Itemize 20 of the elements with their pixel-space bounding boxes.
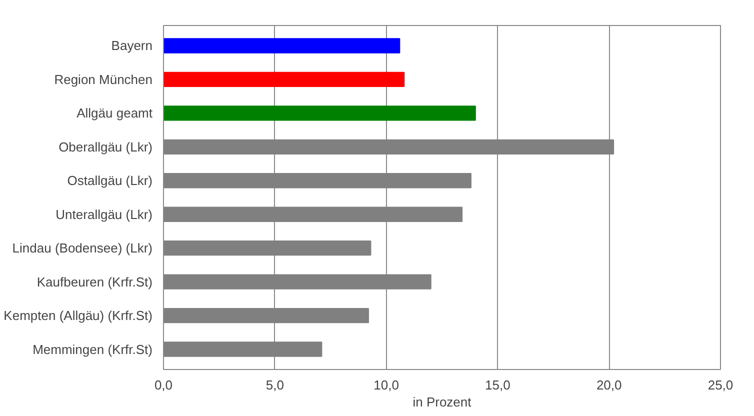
x-tick-label: 5,0 xyxy=(266,378,284,392)
x-tick-label: 15,0 xyxy=(485,378,510,392)
x-tick-label: 25,0 xyxy=(708,378,734,392)
bar xyxy=(164,38,400,54)
y-tick-label: Region München xyxy=(54,72,153,87)
y-tick-label: Bayern xyxy=(111,38,153,54)
x-tick-label: 10,0 xyxy=(374,378,399,392)
y-tick-label: Kempten (Allgäu) (Krfr.St) xyxy=(4,308,152,324)
y-tick-label: Ostallgäu (Lkr) xyxy=(67,173,152,188)
y-tick-label: Memmingen (Krfr.St) xyxy=(32,342,153,357)
y-tick-label: Lindau (Bodensee) (Lkr) xyxy=(12,240,153,256)
bar xyxy=(164,106,476,121)
x-axis-title: in Prozent xyxy=(412,394,472,410)
y-tick-label: Kaufbeuren (Krfr.St) xyxy=(36,274,153,290)
bar xyxy=(164,72,405,88)
y-tick-label: Allgäu geamt xyxy=(76,106,153,121)
x-tick-label: 0,0 xyxy=(154,378,173,392)
y-tick-label: Oberallgäu (Lkr) xyxy=(58,139,153,154)
x-tick-label: 20,0 xyxy=(596,378,622,392)
y-tick-label: Unterallgäu (Lkr) xyxy=(56,206,153,222)
